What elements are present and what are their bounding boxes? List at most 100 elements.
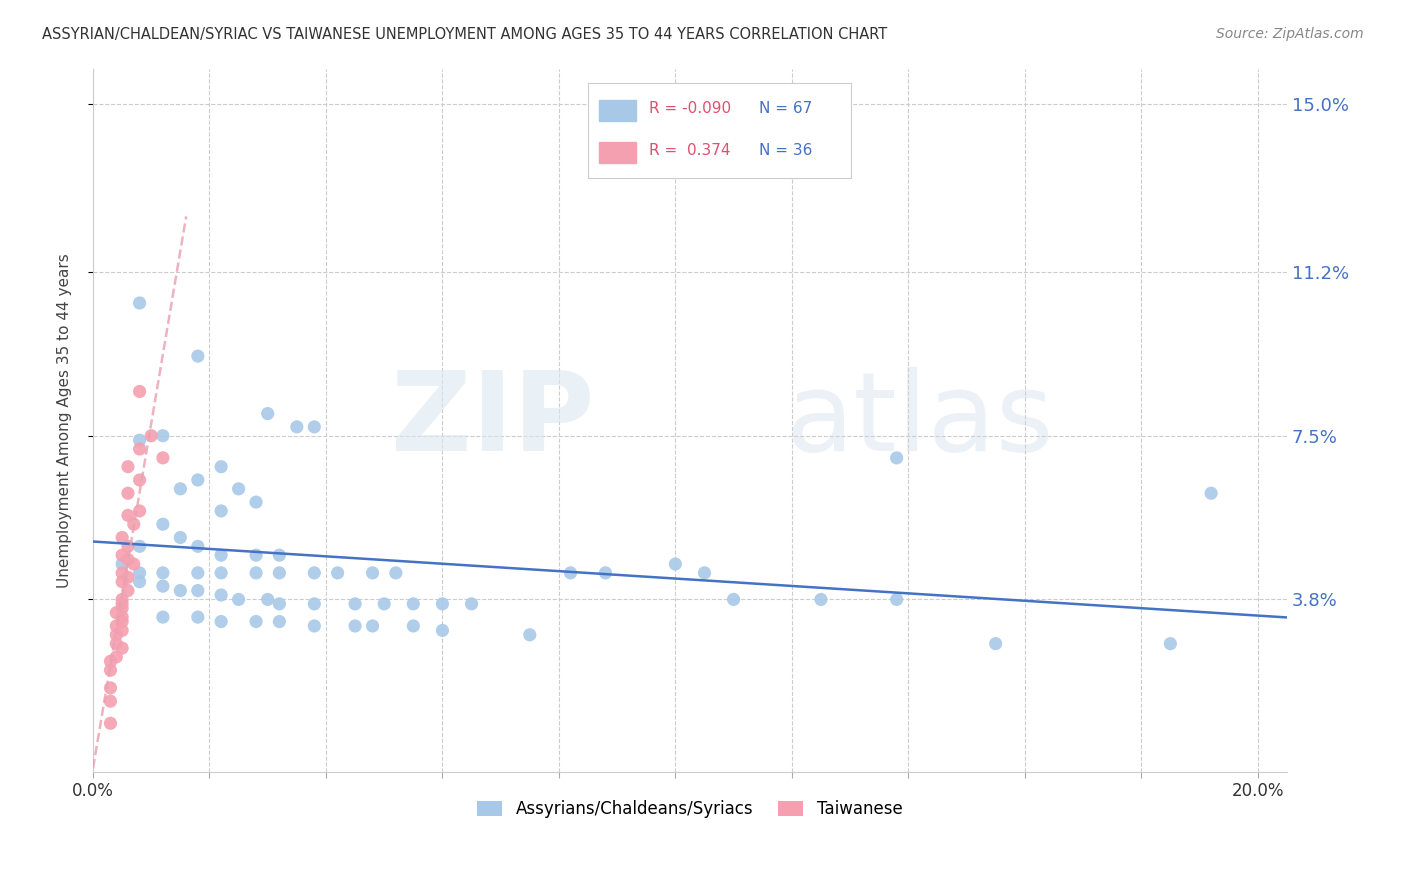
- Point: [187, 610, 209, 624]
- Point: [285, 420, 308, 434]
- Legend: Assyrians/Chaldeans/Syriacs, Taiwanese: Assyrians/Chaldeans/Syriacs, Taiwanese: [471, 793, 910, 825]
- Point: [117, 486, 139, 500]
- Point: [128, 539, 150, 553]
- Point: [111, 557, 134, 571]
- Point: [519, 628, 541, 642]
- Point: [100, 654, 122, 668]
- Point: [152, 610, 174, 624]
- Point: [152, 517, 174, 532]
- Point: [100, 716, 122, 731]
- Point: [128, 384, 150, 399]
- Point: [402, 597, 425, 611]
- Point: [269, 548, 291, 562]
- Point: [111, 548, 134, 562]
- Point: [128, 296, 150, 310]
- Point: [128, 566, 150, 580]
- Point: [245, 615, 267, 629]
- Point: [152, 450, 174, 465]
- Point: [111, 597, 134, 611]
- Point: [256, 407, 278, 421]
- Point: [122, 517, 145, 532]
- Point: [111, 615, 134, 629]
- Point: [187, 566, 209, 580]
- Point: [304, 619, 326, 633]
- Point: [117, 552, 139, 566]
- Point: [269, 615, 291, 629]
- Point: [402, 619, 425, 633]
- Point: [432, 597, 454, 611]
- Point: [111, 610, 134, 624]
- Point: [304, 420, 326, 434]
- Point: [111, 531, 134, 545]
- Point: [595, 566, 617, 580]
- Point: [256, 592, 278, 607]
- Point: [209, 588, 232, 602]
- Point: [326, 566, 349, 580]
- Point: [117, 583, 139, 598]
- Point: [984, 637, 1007, 651]
- Text: Source: ZipAtlas.com: Source: ZipAtlas.com: [1216, 27, 1364, 41]
- Point: [111, 566, 134, 580]
- Point: [187, 473, 209, 487]
- Point: [152, 428, 174, 442]
- Point: [373, 597, 395, 611]
- Point: [111, 624, 134, 638]
- Y-axis label: Unemployment Among Ages 35 to 44 years: Unemployment Among Ages 35 to 44 years: [58, 252, 72, 588]
- Point: [1159, 637, 1181, 651]
- Point: [111, 601, 134, 615]
- Point: [100, 663, 122, 677]
- Point: [304, 597, 326, 611]
- Point: [128, 473, 150, 487]
- Point: [245, 548, 267, 562]
- Point: [228, 482, 250, 496]
- Point: [117, 539, 139, 553]
- Point: [361, 619, 384, 633]
- Point: [209, 615, 232, 629]
- Point: [128, 433, 150, 447]
- Point: [269, 566, 291, 580]
- Point: [269, 597, 291, 611]
- Text: ASSYRIAN/CHALDEAN/SYRIAC VS TAIWANESE UNEMPLOYMENT AMONG AGES 35 TO 44 YEARS COR: ASSYRIAN/CHALDEAN/SYRIAC VS TAIWANESE UN…: [42, 27, 887, 42]
- Point: [886, 450, 908, 465]
- Point: [128, 574, 150, 589]
- Point: [169, 583, 191, 598]
- Point: [245, 566, 267, 580]
- Point: [209, 459, 232, 474]
- Point: [187, 583, 209, 598]
- Point: [111, 574, 134, 589]
- Point: [723, 592, 745, 607]
- Point: [128, 504, 150, 518]
- Point: [385, 566, 408, 580]
- Point: [117, 459, 139, 474]
- Point: [209, 566, 232, 580]
- Point: [344, 597, 367, 611]
- Point: [245, 495, 267, 509]
- Point: [664, 557, 686, 571]
- Point: [128, 442, 150, 456]
- Point: [228, 592, 250, 607]
- Point: [105, 628, 128, 642]
- Point: [111, 592, 134, 607]
- Point: [886, 592, 908, 607]
- Point: [100, 681, 122, 695]
- Point: [560, 566, 582, 580]
- Point: [105, 606, 128, 620]
- Text: ZIP: ZIP: [391, 367, 595, 474]
- Point: [117, 570, 139, 584]
- Point: [810, 592, 832, 607]
- Point: [105, 619, 128, 633]
- Point: [1199, 486, 1222, 500]
- Point: [361, 566, 384, 580]
- Point: [460, 597, 482, 611]
- Point: [169, 482, 191, 496]
- Point: [209, 548, 232, 562]
- Point: [111, 641, 134, 656]
- Point: [117, 508, 139, 523]
- Point: [187, 539, 209, 553]
- Point: [141, 428, 163, 442]
- Point: [100, 694, 122, 708]
- Point: [105, 649, 128, 664]
- Point: [432, 624, 454, 638]
- Point: [304, 566, 326, 580]
- Point: [105, 637, 128, 651]
